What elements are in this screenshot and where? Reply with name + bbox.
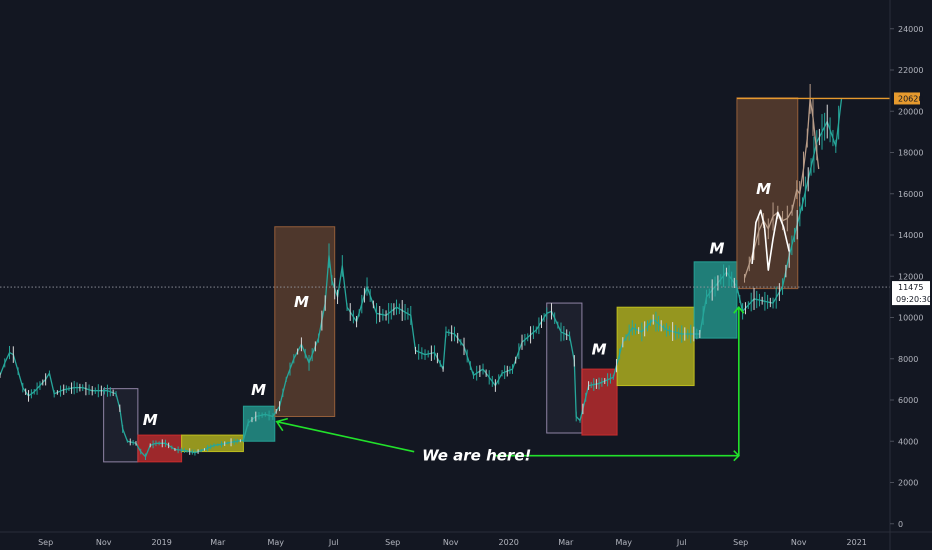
m-label: M: [756, 180, 771, 198]
countdown-timer: 09:20:30: [896, 295, 932, 304]
m-label: M: [251, 381, 266, 399]
x-tick-label: 2020: [499, 538, 519, 547]
price-series: [0, 84, 843, 461]
m-labels: M M M M M M: [143, 180, 771, 429]
y-tick-label: 0: [898, 520, 903, 529]
m-label: M: [143, 411, 158, 429]
resistance-tag-label: 20620: [898, 94, 923, 103]
x-tick-label: May: [615, 538, 632, 547]
x-tick-label: May: [267, 538, 284, 547]
x-tick-label: Mar: [558, 538, 574, 547]
pattern-box: [181, 434, 244, 453]
m-label: M: [709, 240, 724, 258]
current-price-tag: [892, 281, 930, 306]
y-tick-label: 6000: [898, 396, 918, 405]
pattern-box: [103, 388, 139, 463]
y-tick-label: 4000: [898, 437, 918, 446]
resistance-tag: [894, 92, 920, 105]
y-axis: 0 2000 4000 6000 8000 10000 12000 14000 16000 180…: [889, 0, 923, 550]
y-tick-label: 20000: [898, 107, 923, 116]
x-tick-label: Nov: [96, 538, 112, 547]
x-tick-label: Nov: [443, 538, 459, 547]
price-tags: 20620 11475 09:20:30: [892, 92, 932, 306]
drawing-overlays: We are here!: [0, 97, 890, 465]
pattern-boxes: [103, 97, 799, 463]
y-tick-label: 14000: [898, 231, 923, 240]
m-label: M: [294, 293, 309, 311]
arrow-left-head: [275, 417, 289, 432]
y-tick-label: 16000: [898, 190, 923, 199]
y-tick-label: 22000: [898, 66, 923, 75]
x-tick-label: Sep: [38, 538, 53, 547]
y-tick-label: 2000: [898, 479, 918, 488]
x-tick-label: 2019: [151, 538, 171, 547]
x-tick-label: Sep: [385, 538, 400, 547]
x-tick-label: Mar: [210, 538, 226, 547]
y-tick-label: 10000: [898, 314, 923, 323]
x-tick-label: 2021: [847, 538, 867, 547]
current-price-tag-label: 11475: [898, 283, 923, 292]
arrow-up-head: [733, 305, 745, 314]
arrow-left: [276, 420, 415, 453]
x-tick-label: Jul: [328, 538, 339, 547]
annotation-text: We are here!: [422, 447, 531, 465]
x-tick-label: Nov: [791, 538, 807, 547]
x-tick-label: Sep: [733, 538, 748, 547]
y-tick-label: 12000: [898, 272, 923, 281]
y-tick-label: 18000: [898, 149, 923, 158]
y-tick-label: 24000: [898, 25, 923, 34]
m-label: M: [592, 341, 607, 359]
y-tick-label: 8000: [898, 355, 918, 364]
x-tick-label: Jul: [676, 538, 687, 547]
x-axis: Sep Nov 2019 Mar May Jul Sep Nov 2020 Mar May Jul Se…: [0, 531, 932, 547]
m-shape-drawing: [751, 209, 790, 271]
